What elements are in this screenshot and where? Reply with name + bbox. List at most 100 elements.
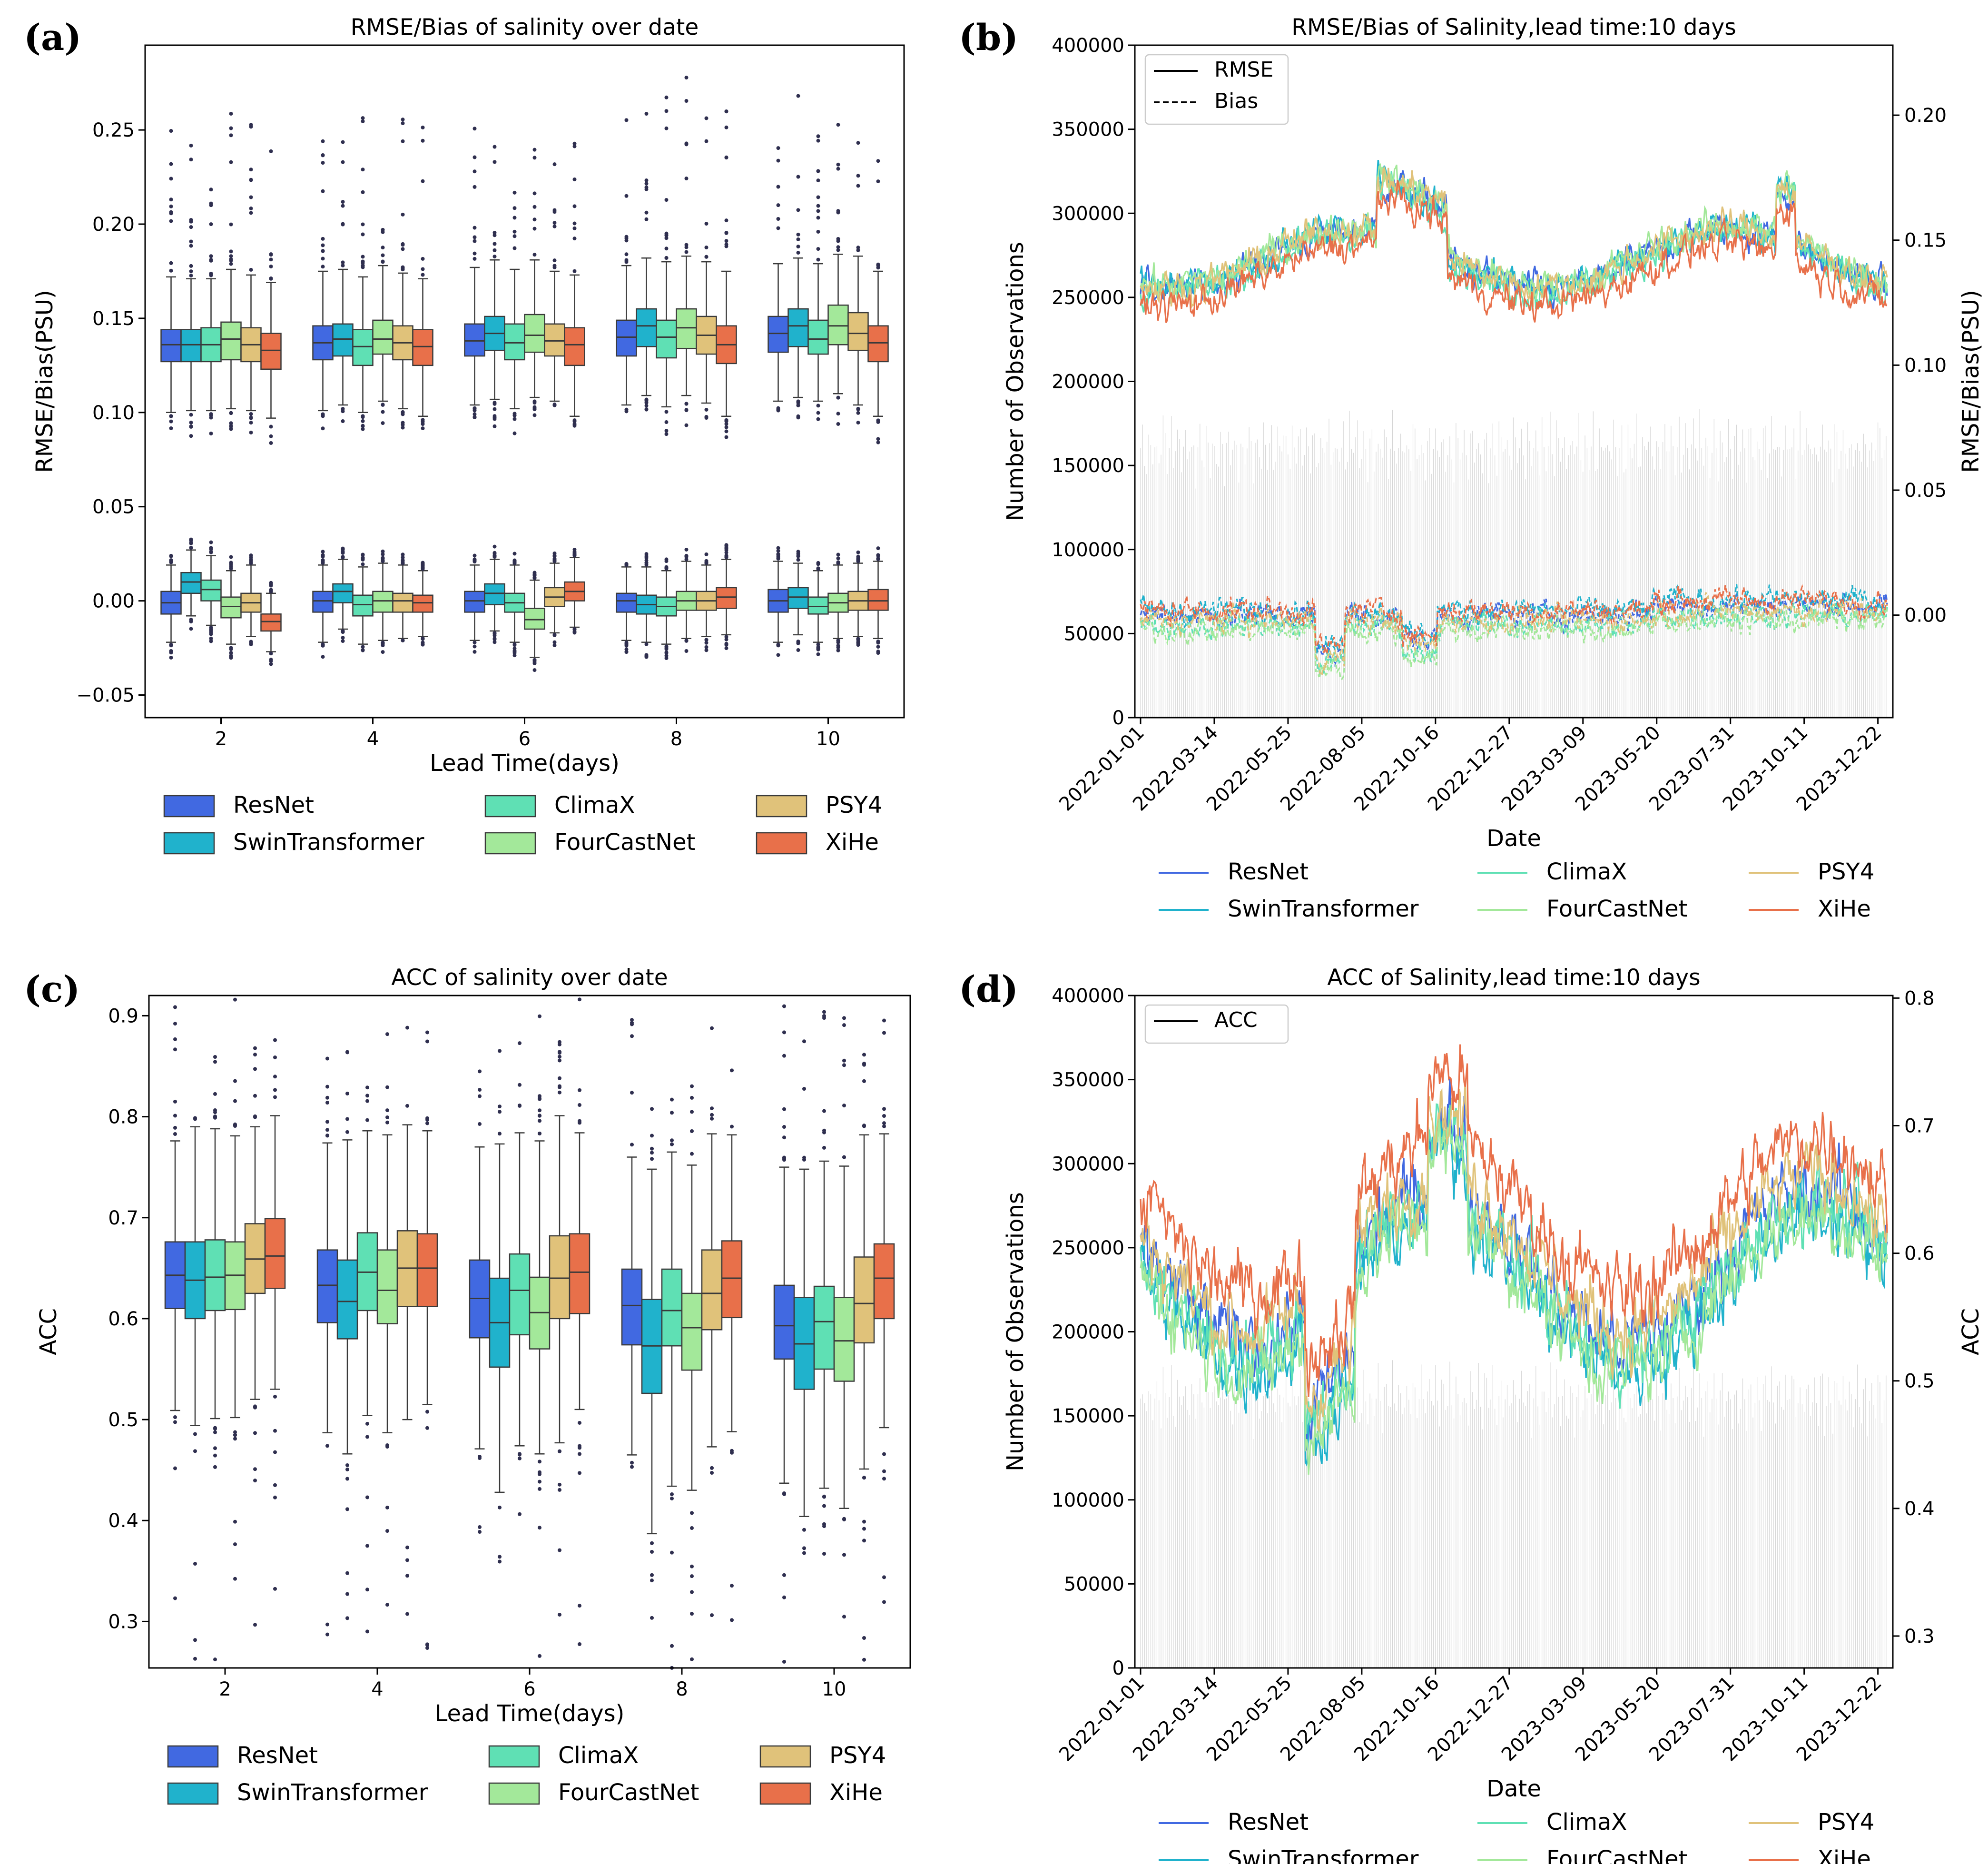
outlier	[361, 427, 365, 431]
bar	[1279, 445, 1280, 718]
box-ResNet	[768, 546, 789, 657]
y-tick-label: 0.00	[92, 591, 135, 612]
bar	[1681, 1410, 1682, 1668]
box-XiHe	[412, 561, 433, 647]
box-FourCastNet	[372, 227, 394, 425]
box-ClimaX	[656, 557, 677, 661]
box-SwinTransformer	[332, 546, 354, 643]
bar	[1697, 1407, 1698, 1668]
outlier	[710, 1466, 714, 1470]
y-right-tick-label: 0.00	[1904, 605, 1947, 627]
outlier	[558, 1051, 561, 1055]
outlier	[796, 554, 800, 558]
outlier	[624, 235, 629, 239]
bar	[1234, 1384, 1235, 1668]
outlier	[173, 1022, 177, 1026]
outlier	[862, 1079, 866, 1083]
outlier	[796, 403, 800, 407]
outlier	[325, 1134, 329, 1138]
bar	[1656, 1373, 1657, 1668]
outlier	[381, 650, 385, 654]
legend-swatch-ResNet	[163, 795, 215, 818]
bar	[1726, 457, 1727, 718]
bar	[1650, 1391, 1651, 1668]
outlier	[229, 262, 233, 266]
outlier	[401, 212, 405, 217]
outlier	[558, 1058, 561, 1063]
outlier	[704, 222, 709, 226]
bar	[1775, 450, 1776, 718]
box-SwinTransformer	[336, 1050, 358, 1620]
outlier	[876, 420, 880, 424]
outlier	[381, 253, 385, 257]
outlier	[624, 194, 629, 198]
bar	[1472, 431, 1473, 718]
bar	[1861, 1423, 1862, 1668]
outlier	[538, 1094, 541, 1098]
bar	[1515, 1394, 1516, 1668]
outlier	[361, 424, 365, 428]
outlier	[209, 254, 213, 258]
outlier	[730, 1068, 734, 1073]
outlier	[776, 653, 780, 657]
outlier	[478, 1530, 482, 1534]
bar	[1703, 465, 1704, 718]
bar	[1355, 437, 1356, 718]
outlier	[690, 1564, 694, 1568]
bar	[1601, 1397, 1602, 1668]
outlier	[169, 655, 173, 660]
outlier	[836, 640, 840, 644]
box-SwinTransformer	[180, 143, 202, 438]
outlier	[401, 555, 405, 560]
outlier	[385, 1115, 389, 1119]
bar	[1355, 1386, 1356, 1668]
outlier	[816, 642, 820, 647]
outlier	[169, 650, 173, 654]
outlier	[345, 1091, 349, 1095]
outlier	[321, 554, 325, 559]
outlier	[532, 572, 537, 576]
box-body	[616, 319, 637, 357]
outlier	[816, 134, 820, 138]
outlier	[664, 95, 669, 99]
bar	[1752, 457, 1753, 718]
outlier	[229, 411, 233, 415]
y-axis-label: ACC	[35, 1308, 62, 1355]
outlier	[189, 274, 193, 278]
outlier	[842, 1553, 846, 1557]
bar	[1693, 418, 1694, 718]
y-tick-label: 0.5	[108, 1409, 138, 1431]
outlier	[173, 1125, 177, 1130]
outlier	[249, 207, 253, 211]
outlier	[401, 421, 405, 425]
outlier	[664, 420, 669, 424]
outlier	[730, 1449, 734, 1453]
box-FourCastNet	[529, 1014, 551, 1658]
outlier	[385, 1505, 389, 1509]
outlier	[558, 1042, 561, 1046]
bar	[1826, 452, 1827, 718]
chart-title: ACC of Salinity,lead time:10 days	[1327, 965, 1700, 991]
bar	[1738, 1423, 1739, 1668]
outlier	[572, 547, 577, 552]
outlier	[213, 1060, 217, 1064]
outlier	[882, 1124, 886, 1128]
bias-line-ResNet	[1140, 592, 1888, 667]
bar	[1347, 462, 1348, 718]
box-FourCastNet	[676, 76, 697, 427]
bar	[1761, 1430, 1762, 1668]
y-tick-label: 0.8	[108, 1106, 138, 1128]
bar	[1435, 1365, 1436, 1668]
bar	[1240, 444, 1241, 718]
y-tick-label: 400000	[1052, 35, 1124, 57]
outlier	[856, 184, 860, 188]
outlier	[882, 1114, 886, 1118]
outlier	[630, 1091, 634, 1095]
outlier	[361, 419, 365, 423]
outlier	[684, 141, 689, 146]
box-FourCastNet	[376, 1032, 398, 1607]
outlier	[670, 1111, 674, 1115]
outlier	[578, 1604, 581, 1608]
outlier	[273, 1095, 277, 1099]
bar	[1478, 443, 1479, 718]
